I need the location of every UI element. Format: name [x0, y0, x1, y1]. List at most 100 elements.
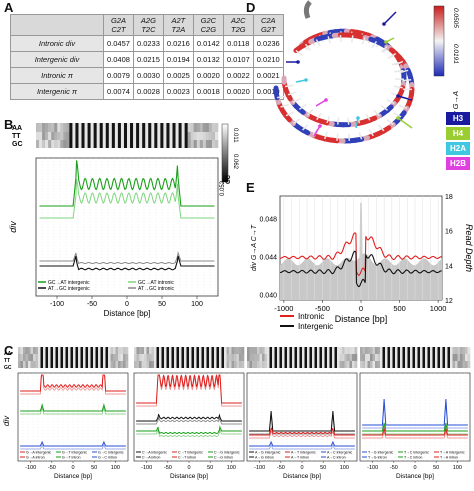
tt-track-bar	[231, 354, 235, 361]
gc-track-bar	[317, 361, 320, 368]
tt-track-bar	[69, 132, 73, 140]
gc-track-bar	[133, 140, 137, 148]
gc-track-bar	[269, 361, 273, 368]
aa-track-bar	[432, 347, 436, 354]
tt-track-bar	[80, 354, 84, 361]
base-pair	[393, 112, 402, 118]
track-label: GC	[12, 141, 23, 148]
aa-track-bar	[95, 347, 99, 354]
gc-track-bar	[196, 361, 200, 368]
table-cell: 0.0233	[132, 35, 164, 52]
table-row: Intronic π 0.0079 0.0030 0.0025 0.0020 0.0022…	[10, 67, 284, 84]
tt-track-bar	[457, 354, 461, 361]
tt-track-bar	[120, 132, 125, 140]
tt-track-bar	[375, 354, 378, 361]
aa-track-bar	[63, 347, 66, 354]
plot-frame	[35, 157, 219, 297]
aa-track-bar	[18, 347, 21, 354]
aa-track-bar	[133, 123, 137, 132]
gc-track-bar	[360, 361, 363, 368]
legend-entry: A→C intergenic	[327, 451, 352, 455]
y-axis-label-left: div G→A C→T	[251, 224, 258, 271]
tt-track-bar	[219, 354, 222, 361]
aa-track-bar	[322, 347, 325, 354]
gc-track-bar	[151, 140, 155, 148]
aa-track-bar	[229, 347, 232, 354]
aa-track-bar	[148, 123, 152, 132]
aa-track-bar	[442, 347, 446, 354]
gc-track-bar	[68, 361, 71, 368]
gc-track-bar	[289, 361, 293, 368]
gc-track-bar	[267, 361, 270, 368]
gc-track-bar	[249, 361, 253, 368]
aa-track-bar	[365, 347, 368, 354]
tt-track-bar	[467, 354, 471, 361]
tt-track-bar	[257, 354, 260, 361]
aa-track-bar	[387, 347, 391, 354]
gc-track-bar	[20, 361, 24, 368]
table-cell: 0.0079	[103, 67, 134, 84]
aa-track-bar	[196, 123, 201, 132]
table-cell: 0.0018	[192, 83, 224, 100]
gc-track-bar	[63, 361, 66, 368]
tt-track-bar	[420, 354, 423, 361]
aa-track-bar	[169, 123, 173, 132]
aa-track-bar	[272, 347, 275, 354]
gc-track-bar	[297, 361, 300, 368]
gc-track-bar	[139, 361, 142, 368]
gc-track-bar	[38, 361, 41, 368]
gc-track-bar	[239, 361, 242, 368]
series-line	[249, 410, 355, 432]
gc-track-bar	[324, 361, 328, 368]
tt-track-bar	[337, 354, 340, 361]
tt-track-bar	[274, 354, 278, 361]
tt-track-bar	[181, 132, 185, 140]
y-axis-label: div	[8, 221, 18, 233]
tt-track-bar	[146, 354, 150, 361]
tt-track-bar	[417, 354, 421, 361]
tt-track-bar	[422, 354, 426, 361]
table-col-header: C2A G2T	[252, 14, 284, 36]
aa-track-bar	[189, 347, 192, 354]
tt-track-bar	[184, 354, 187, 361]
gc-track-bar	[231, 361, 235, 368]
tt-track-bar	[289, 354, 293, 361]
pointer-arrowhead	[382, 22, 386, 26]
tt-track-bar	[40, 354, 44, 361]
gc-track-bar	[73, 361, 76, 368]
aa-track-bar	[194, 347, 197, 354]
aa-track-bar	[48, 347, 51, 354]
tt-track-bar	[191, 354, 195, 361]
x-tick-label: -100	[367, 465, 378, 471]
pointer-arrowhead	[324, 98, 328, 102]
gc-track-bar	[85, 361, 89, 368]
gc-track-bar	[417, 361, 421, 368]
gc-track-bar	[174, 361, 177, 368]
aa-track-bar	[149, 347, 152, 354]
gc-track-bar	[169, 140, 173, 148]
tt-track-bar	[190, 132, 195, 140]
aa-track-bar	[136, 347, 140, 354]
aa-track-bar	[123, 347, 126, 354]
aa-track-bar	[445, 347, 448, 354]
gc-track-bar	[88, 361, 91, 368]
legend-entry: A→T intergenic	[291, 451, 316, 455]
tt-track-bar	[28, 354, 31, 361]
gc-track-bar	[334, 361, 338, 368]
subplot-frame	[359, 372, 471, 462]
aa-track-bar	[20, 347, 24, 354]
gc-track-bar	[221, 361, 225, 368]
pointer-arrowhead	[296, 60, 300, 64]
aa-track-bar	[377, 347, 381, 354]
aa-track-bar	[282, 347, 285, 354]
base-pair	[315, 39, 321, 47]
aa-track-bar	[370, 347, 373, 354]
tt-track-bar	[117, 132, 122, 140]
gc-track-bar	[224, 361, 227, 368]
table-row-label: Intronic div	[10, 35, 104, 52]
tt-track-bar	[239, 354, 242, 361]
tt-track-bar	[105, 132, 110, 140]
gc-track-bar	[337, 361, 340, 368]
aa-track-bar	[88, 347, 91, 354]
gc-track-bar	[216, 361, 220, 368]
